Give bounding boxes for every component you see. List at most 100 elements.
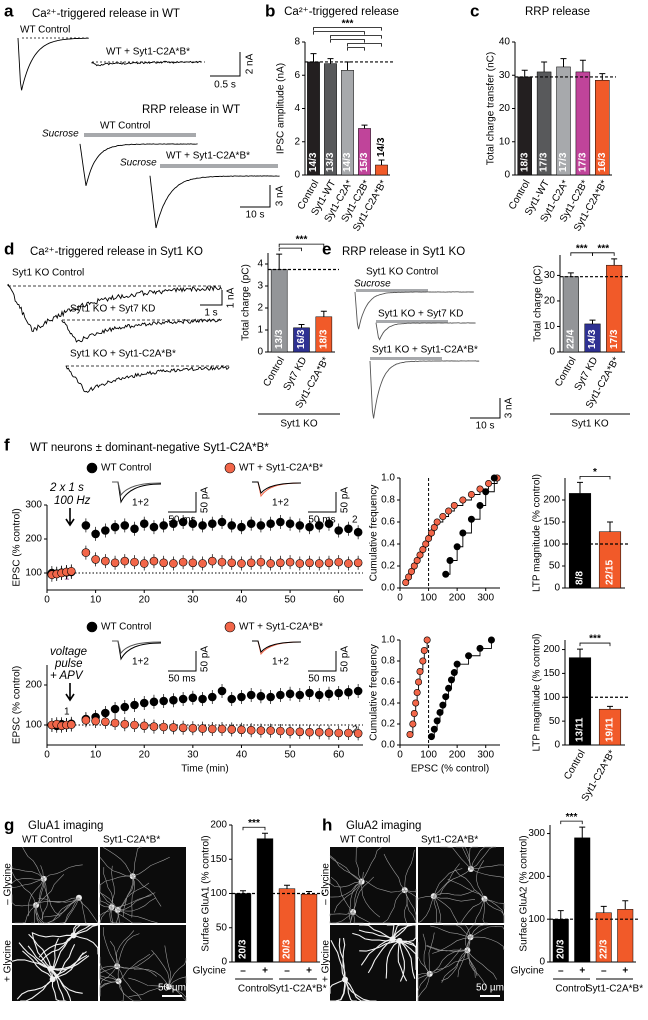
- row-label: – Glycine: [321, 863, 332, 905]
- neurite: [73, 924, 99, 936]
- significance-label: ***: [597, 243, 609, 254]
- data-point: [490, 474, 498, 482]
- data-point: [207, 556, 217, 566]
- error-bar: [611, 258, 618, 266]
- data-point: [314, 559, 324, 568]
- data-point: [266, 519, 275, 529]
- neurite: [470, 868, 505, 878]
- panel-letter: e: [322, 239, 331, 258]
- data-point: [430, 725, 438, 733]
- group-label: Syt1-C2A*B*: [269, 984, 326, 995]
- panel-letter: f: [4, 435, 10, 454]
- data-point: [344, 728, 353, 738]
- neurite: [132, 856, 170, 877]
- y-tick-label: 4: [294, 103, 300, 114]
- data-point: [353, 686, 363, 696]
- time-mark: 2: [352, 515, 358, 526]
- trace: [17, 37, 89, 91]
- neurite: [332, 911, 354, 924]
- sucrose-bar: [84, 133, 196, 137]
- trace: [65, 365, 230, 393]
- data-point: [436, 708, 444, 716]
- x-prefix: Glycine: [193, 966, 227, 977]
- data-point: [101, 717, 110, 727]
- neurite: [399, 940, 416, 979]
- data-point: [353, 558, 363, 568]
- x-tick-label: 60: [333, 595, 345, 606]
- trace: [91, 60, 202, 67]
- data-point: [334, 557, 343, 567]
- trace-label: Syt1 KO + Syt7 KD: [378, 309, 463, 320]
- n-label: 8/8: [575, 571, 586, 585]
- y-axis-label: LTP magnitude (% control): [532, 474, 543, 592]
- inset-trace: [112, 640, 162, 661]
- arrow: [65, 508, 75, 527]
- y-axis-label: Cumulative frequency: [369, 644, 380, 741]
- y-tick-label: 20: [499, 103, 511, 114]
- y-tick-label: 8: [294, 37, 300, 48]
- data-point: [465, 652, 473, 660]
- neurite: [35, 905, 46, 924]
- significance-bracket: [313, 27, 382, 31]
- column-label: WT Control: [340, 835, 390, 846]
- error-bar: [310, 53, 317, 62]
- data-point: [324, 689, 334, 699]
- data-point: [423, 636, 431, 644]
- scale-label: 50 ms: [168, 674, 195, 685]
- significance-bracket: [242, 826, 266, 831]
- data-point: [169, 723, 178, 732]
- y-tick-label: 100: [543, 539, 560, 550]
- inset-trace: [252, 481, 302, 498]
- y-tick-label: 0.4: [381, 539, 395, 550]
- x-tick-label: 300: [477, 593, 494, 604]
- error-bar: [560, 58, 567, 67]
- data-point: [344, 524, 353, 534]
- scale-bar: [210, 52, 241, 77]
- column-label: WT Control: [22, 835, 72, 846]
- data-point: [207, 692, 217, 702]
- neurite: [352, 911, 391, 924]
- neurite: [465, 924, 481, 951]
- neurite: [440, 846, 472, 870]
- y-tick-label: 200: [210, 820, 227, 831]
- n-label: 16/3: [597, 152, 608, 172]
- data-point: [459, 496, 467, 504]
- neurite: [342, 937, 346, 980]
- trace: [369, 360, 480, 419]
- scale-label: 3 nA: [275, 185, 286, 206]
- scale-label: 50 ms: [308, 674, 335, 685]
- neurite: [116, 966, 142, 1001]
- row-label: – Glycine: [3, 863, 14, 905]
- x-tick-label: –: [558, 966, 564, 977]
- neurite: [43, 878, 61, 917]
- y-axis-label: Surface GluA2 (% control): [519, 835, 530, 951]
- panel-letter: a: [4, 1, 14, 20]
- inset-trace: [252, 640, 302, 654]
- neurite: [399, 940, 417, 956]
- neurite: [404, 890, 417, 923]
- neurite: [417, 896, 435, 924]
- scale-label: 50 ms: [308, 515, 335, 526]
- y-tick-label: 150: [543, 517, 560, 528]
- y-tick-label: 200: [25, 680, 42, 691]
- data-point: [295, 727, 305, 737]
- inset-trace: [112, 481, 162, 497]
- neurite: [78, 897, 88, 924]
- data-point: [130, 557, 139, 567]
- neurite: [50, 968, 83, 994]
- neurite: [470, 846, 494, 870]
- neurite: [11, 878, 44, 888]
- neurite: [439, 868, 472, 896]
- neurite: [329, 911, 354, 917]
- data-point: [344, 687, 353, 697]
- data-point: [427, 733, 435, 741]
- data-point: [453, 543, 461, 551]
- y-axis-label: IPSC amplitude (nA): [276, 63, 287, 154]
- neurite: [27, 878, 45, 917]
- y-tick-label: 150: [210, 854, 227, 865]
- neurite: [399, 940, 417, 970]
- neurite: [433, 895, 442, 924]
- insets: [112, 481, 337, 672]
- data-point: [433, 518, 441, 526]
- neurite: [18, 942, 52, 970]
